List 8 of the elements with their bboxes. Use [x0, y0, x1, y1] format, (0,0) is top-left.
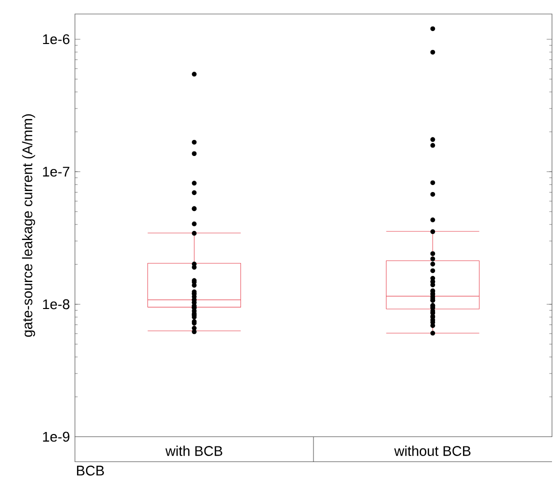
y-tick-label: 1e-6 [43, 34, 70, 44]
x-axis-title: BCB [77, 466, 104, 476]
y-tick-label: 1e-8 [43, 299, 70, 310]
x-tick-label: with BCB [165, 446, 222, 456]
y-tick-label: 1e-9 [43, 432, 70, 442]
y-tick-label: 1e-7 [43, 167, 70, 177]
x-tick-label: without BCB [394, 446, 470, 456]
y-axis-title: gate-source leakage current (A/mm) [22, 114, 36, 337]
